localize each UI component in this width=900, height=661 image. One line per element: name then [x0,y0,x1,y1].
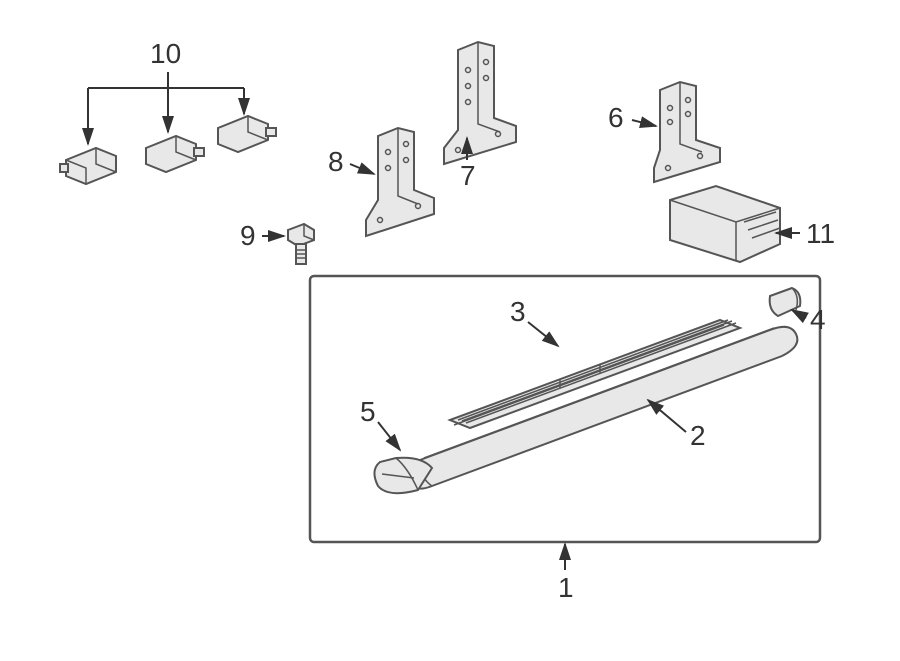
callout-11: 11 [806,218,835,250]
callout-5: 5 [360,396,376,428]
running-board [410,327,798,489]
callout-10: 10 [150,38,181,70]
callout-4: 4 [810,304,826,336]
bracket-6 [654,82,720,182]
bracket-7 [444,42,516,164]
rear-step [670,186,780,262]
callout-2: 2 [690,420,706,452]
callout-7: 7 [460,160,476,192]
callout-1: 1 [558,572,574,604]
parts-diagram: 1 2 3 4 5 6 7 8 9 10 11 [0,0,900,661]
bracket-8 [366,128,434,236]
callout-3: 3 [510,296,526,328]
bolt [288,224,314,264]
callout-9: 9 [240,220,256,252]
callout-6: 6 [608,102,624,134]
diagram-svg [0,0,900,661]
callout-8: 8 [328,146,344,178]
